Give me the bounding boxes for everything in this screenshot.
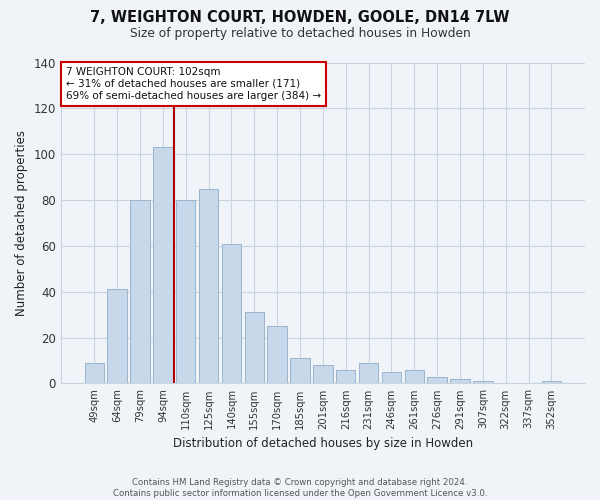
Bar <box>473 381 493 384</box>
Bar <box>222 244 241 384</box>
Bar <box>336 370 355 384</box>
Text: Size of property relative to detached houses in Howden: Size of property relative to detached ho… <box>130 28 470 40</box>
Bar <box>542 381 561 384</box>
Bar <box>176 200 196 384</box>
Bar <box>268 326 287 384</box>
Bar <box>245 312 264 384</box>
Text: Contains HM Land Registry data © Crown copyright and database right 2024.
Contai: Contains HM Land Registry data © Crown c… <box>113 478 487 498</box>
Text: 7 WEIGHTON COURT: 102sqm
← 31% of detached houses are smaller (171)
69% of semi-: 7 WEIGHTON COURT: 102sqm ← 31% of detach… <box>66 68 321 100</box>
Bar <box>85 363 104 384</box>
Bar <box>130 200 150 384</box>
Y-axis label: Number of detached properties: Number of detached properties <box>15 130 28 316</box>
Bar <box>359 363 379 384</box>
X-axis label: Distribution of detached houses by size in Howden: Distribution of detached houses by size … <box>173 437 473 450</box>
Bar <box>313 365 332 384</box>
Bar <box>404 370 424 384</box>
Bar <box>153 148 173 384</box>
Bar <box>107 290 127 384</box>
Bar <box>382 372 401 384</box>
Bar <box>199 188 218 384</box>
Bar <box>427 376 447 384</box>
Text: 7, WEIGHTON COURT, HOWDEN, GOOLE, DN14 7LW: 7, WEIGHTON COURT, HOWDEN, GOOLE, DN14 7… <box>90 10 510 25</box>
Bar <box>290 358 310 384</box>
Bar <box>451 379 470 384</box>
